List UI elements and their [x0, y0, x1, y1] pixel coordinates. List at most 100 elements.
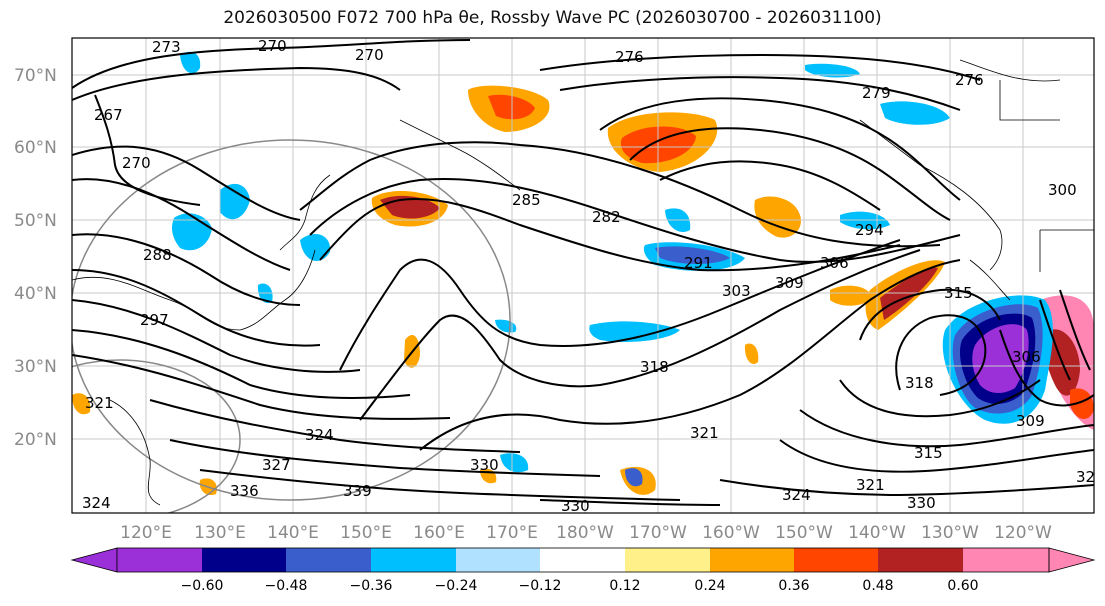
lon-label: 130°E — [194, 523, 246, 543]
negative-anomaly-region — [972, 324, 1029, 394]
contour-label: 336 — [230, 482, 259, 500]
latitude-labels: 70°N 60°N 50°N 40°N 30°N 20°N — [14, 66, 57, 450]
contour-label: 309 — [1016, 412, 1045, 430]
colorbar-ticks: −0.60 −0.48 −0.36 −0.24 −0.12 0.12 0.24 … — [181, 578, 979, 594]
contour-label: 306 — [1012, 348, 1041, 366]
lon-label: 120°E — [120, 523, 172, 543]
positive-anomaly-region — [754, 196, 801, 238]
anomaly-shading — [72, 51, 1094, 496]
colorbar-segment — [117, 548, 202, 572]
colorbar-segment — [202, 548, 286, 572]
contour-label: 330 — [470, 456, 499, 474]
contour-label: 339 — [343, 482, 372, 500]
negative-anomaly-region — [220, 183, 250, 220]
negative-anomaly-region — [180, 51, 201, 74]
lon-label: 140°E — [267, 523, 319, 543]
contour-label: 291 — [684, 254, 713, 272]
contour-label: 327 — [262, 456, 291, 474]
lat-label: 50°N — [14, 211, 57, 231]
contour-label: 330 — [907, 494, 936, 512]
lat-label: 30°N — [14, 357, 57, 377]
contour-label: 273 — [152, 38, 181, 56]
lon-label: 150°E — [340, 523, 392, 543]
lon-label: 150°W — [775, 523, 833, 543]
contour-label: 276 — [955, 71, 984, 89]
colorbar-segment — [878, 548, 963, 572]
contour-label: 279 — [862, 84, 891, 102]
colorbar-extend-low — [70, 547, 118, 573]
colorbar-tick: 0.12 — [609, 578, 640, 594]
negative-anomaly-region — [495, 319, 517, 333]
contour-label: 297 — [140, 311, 169, 329]
colorbar: −0.60 −0.48 −0.36 −0.24 −0.12 0.12 0.24 … — [70, 547, 1096, 594]
colorbar-tick: 0.48 — [862, 578, 893, 594]
contour-label: 294 — [855, 221, 884, 239]
lon-label: 130°W — [921, 523, 979, 543]
positive-anomaly-region — [830, 285, 872, 306]
positive-anomaly-region — [880, 267, 938, 320]
contour-label: 32 — [1076, 468, 1095, 486]
lon-label: 120°W — [994, 523, 1052, 543]
colorbar-tick: −0.36 — [350, 578, 393, 594]
contour-label: 315 — [914, 444, 943, 462]
graticule — [72, 38, 1094, 513]
lat-label: 60°N — [14, 138, 57, 158]
lat-label: 20°N — [14, 430, 57, 450]
negative-anomaly-region — [589, 321, 680, 342]
colorbar-tick: 0.36 — [778, 578, 809, 594]
chart-title: 2026030500 F072 700 hPa θe, Rossby Wave … — [223, 8, 882, 28]
contour-label: 330 — [561, 497, 590, 515]
colorbar-tick: −0.60 — [181, 578, 224, 594]
positive-anomaly-region — [1070, 388, 1094, 420]
colorbar-segments — [117, 548, 1049, 572]
colorbar-segment — [371, 548, 456, 572]
positive-anomaly-region — [744, 343, 759, 365]
lon-label: 160°E — [413, 523, 465, 543]
contour-label: 318 — [905, 374, 934, 392]
contour-label: 270 — [122, 154, 151, 172]
contour-label: 309 — [775, 274, 804, 292]
negative-anomaly-region — [805, 63, 860, 78]
contour-label: 270 — [258, 37, 287, 55]
colorbar-frame — [116, 547, 1050, 573]
colorbar-tick: −0.24 — [435, 578, 478, 594]
colorbar-tick: −0.48 — [265, 578, 308, 594]
theta-e-contours — [72, 39, 1094, 506]
contour-label: 303 — [722, 282, 751, 300]
colorbar-segment — [540, 548, 625, 572]
colorbar-extend-high — [1048, 547, 1096, 573]
colorbar-segment — [710, 548, 794, 572]
lat-label: 70°N — [14, 66, 57, 86]
lat-label: 40°N — [14, 284, 57, 304]
colorbar-segment — [625, 548, 710, 572]
contour-label: 285 — [512, 191, 541, 209]
contour-label: 288 — [143, 246, 172, 264]
reference-circles — [72, 139, 511, 513]
contour-label: 318 — [640, 358, 669, 376]
contour-label: 324 — [305, 426, 334, 444]
negative-anomaly-region — [880, 101, 950, 125]
map-content: 273 270 270 276 276 279 267 270 285 282 … — [72, 37, 1095, 515]
contour-label: 282 — [592, 208, 621, 226]
negative-anomaly-region — [300, 233, 331, 262]
contour-label: 321 — [856, 476, 885, 494]
lon-label: 170°E — [486, 523, 538, 543]
contour-label: 315 — [944, 284, 973, 302]
colorbar-tick: 0.60 — [947, 578, 978, 594]
contour-labels: 273 270 270 276 276 279 267 270 285 282 … — [82, 37, 1095, 515]
contour-label: 321 — [85, 394, 114, 412]
colorbar-tick: 0.24 — [694, 578, 725, 594]
contour-label: 306 — [820, 254, 849, 272]
colorbar-segment — [963, 548, 1049, 572]
contour-label: 324 — [782, 486, 811, 504]
colorbar-segment — [794, 548, 878, 572]
lon-label: 180°W — [556, 523, 614, 543]
contour-label: 321 — [690, 424, 719, 442]
negative-anomaly-region — [655, 246, 730, 264]
colorbar-segment — [286, 548, 371, 572]
contour-label: 324 — [82, 494, 111, 512]
colorbar-tick: −0.12 — [519, 578, 562, 594]
lon-label: 140°W — [848, 523, 906, 543]
longitude-labels: 120°E 130°E 140°E 150°E 160°E 170°E 180°… — [120, 523, 1052, 543]
